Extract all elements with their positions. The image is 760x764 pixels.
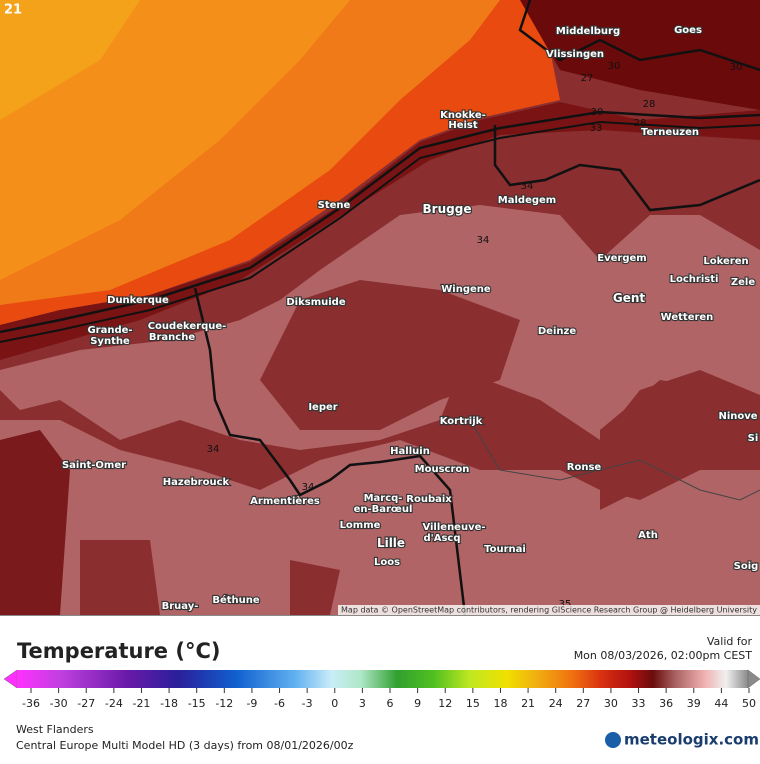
city: Lochristi xyxy=(670,274,719,285)
tick-label: 12 xyxy=(438,697,452,710)
tick-label: -30 xyxy=(50,697,68,710)
tick-label: -27 xyxy=(77,697,95,710)
contour-label: 35 xyxy=(559,599,572,610)
city: Ninove xyxy=(718,411,757,422)
tick-label: -18 xyxy=(160,697,178,710)
city: Ronse xyxy=(567,462,602,473)
tick-label: 0 xyxy=(331,697,338,710)
contour-label: 27 xyxy=(581,73,594,84)
city: Brugge xyxy=(423,202,472,216)
city: Knokke-Heist xyxy=(440,110,486,131)
contour-label: 30 xyxy=(591,107,604,118)
city: Middelburg xyxy=(556,26,620,37)
tick-label: 15 xyxy=(466,697,480,710)
city: Maldegem xyxy=(498,195,556,206)
tick-label: -24 xyxy=(105,697,123,710)
contour-label: 34 xyxy=(207,444,220,455)
brand: meteologix.com xyxy=(624,731,759,749)
contour-label: 33 xyxy=(590,123,603,134)
tick-label: 18 xyxy=(493,697,507,710)
attribution: Map data © OpenStreetMap contributors, r… xyxy=(341,606,757,615)
tick-label: 24 xyxy=(549,697,563,710)
corner-label: 21 xyxy=(4,3,22,18)
tick-label: 50 xyxy=(742,697,756,710)
city: Ieper xyxy=(308,402,337,413)
map: 21 Middelburg Goes Vlissingen Knokke-Hei… xyxy=(0,0,760,616)
valid-time: Mon 08/03/2026, 02:00pm CEST xyxy=(574,649,753,662)
colorbar xyxy=(17,670,748,688)
city: Deinze xyxy=(538,326,576,337)
tick-label: -15 xyxy=(188,697,206,710)
contour-label: 30 xyxy=(730,62,743,73)
cities: Middelburg Goes Vlissingen Knokke-Heist … xyxy=(61,24,760,613)
city: Mouscron xyxy=(415,464,470,475)
tick-label: 9 xyxy=(414,697,421,710)
tick-label: -36 xyxy=(22,697,40,710)
city: Dunkerque xyxy=(107,295,169,306)
contour-label: 34 xyxy=(477,235,490,246)
model: Central Europe Multi Model HD (3 days) f… xyxy=(16,739,354,752)
city: Saint-Omer xyxy=(62,460,126,471)
tick-label: -12 xyxy=(215,697,233,710)
tick-label: 21 xyxy=(521,697,535,710)
city: Kortrijk xyxy=(440,416,483,427)
city: Hazebrouck xyxy=(163,477,230,488)
tick-label: -6 xyxy=(274,697,285,710)
city: Bruay- xyxy=(162,601,199,612)
tick-label: -3 xyxy=(302,697,313,710)
tick-label: 33 xyxy=(632,697,646,710)
contour-labels: 34 34 34 34 27 30 28 30 33 28 35 30 xyxy=(207,61,743,610)
city: Grande-Synthe xyxy=(87,325,132,347)
city: Lille xyxy=(377,536,405,550)
contour-label: 28 xyxy=(643,99,656,110)
city: Si xyxy=(748,433,759,444)
contour-label: 34 xyxy=(302,482,315,493)
city: Vlissingen xyxy=(546,49,604,60)
city: Tournai xyxy=(484,544,526,555)
logo-icon xyxy=(605,732,621,748)
tick-label: 27 xyxy=(576,697,590,710)
city: Stene xyxy=(318,200,351,211)
tick-label: 36 xyxy=(659,697,673,710)
city: Roubaix xyxy=(406,494,452,505)
tick-label: 44 xyxy=(714,697,728,710)
tick-label: 30 xyxy=(604,697,618,710)
tick-label: 39 xyxy=(687,697,701,710)
city: Zele xyxy=(731,277,755,288)
city: Loos xyxy=(374,557,400,568)
tick-label: 3 xyxy=(359,697,366,710)
city: Lokeren xyxy=(703,256,748,267)
city: Villeneuve-d'Ascq xyxy=(422,522,485,544)
contour-label: 30 xyxy=(608,61,621,72)
region: West Flanders xyxy=(16,723,94,736)
tick-label: -9 xyxy=(246,697,257,710)
city: Marcq-en-Barœul xyxy=(354,493,413,515)
title: Temperature (°C) xyxy=(17,639,220,663)
city: Diksmuide xyxy=(286,297,345,308)
city: Wetteren xyxy=(661,312,714,323)
city: Coudekerque-Branche xyxy=(148,321,227,343)
tick-label: -21 xyxy=(132,697,150,710)
contour-label: 34 xyxy=(521,181,534,192)
city: Béthune xyxy=(212,594,260,606)
city: Ath xyxy=(638,530,658,541)
city: Gent xyxy=(613,291,646,305)
city: Terneuzen xyxy=(641,127,699,138)
valid-label: Valid for xyxy=(707,635,753,648)
colorbar-ticks: -36 -30 -27 -24 -21 -18 -15 -12 -9 -6 -3 0 3 6 9 12 15 18… xyxy=(22,688,756,710)
city: Wingene xyxy=(441,284,491,295)
city: Lomme xyxy=(340,520,381,531)
contour-label: 28 xyxy=(634,118,647,129)
city: Evergem xyxy=(597,253,646,264)
city: Soig xyxy=(734,561,759,572)
city: Armentières xyxy=(250,495,320,507)
city: Halluin xyxy=(390,446,430,457)
city: Goes xyxy=(674,25,702,36)
tick-label: 6 xyxy=(387,697,394,710)
